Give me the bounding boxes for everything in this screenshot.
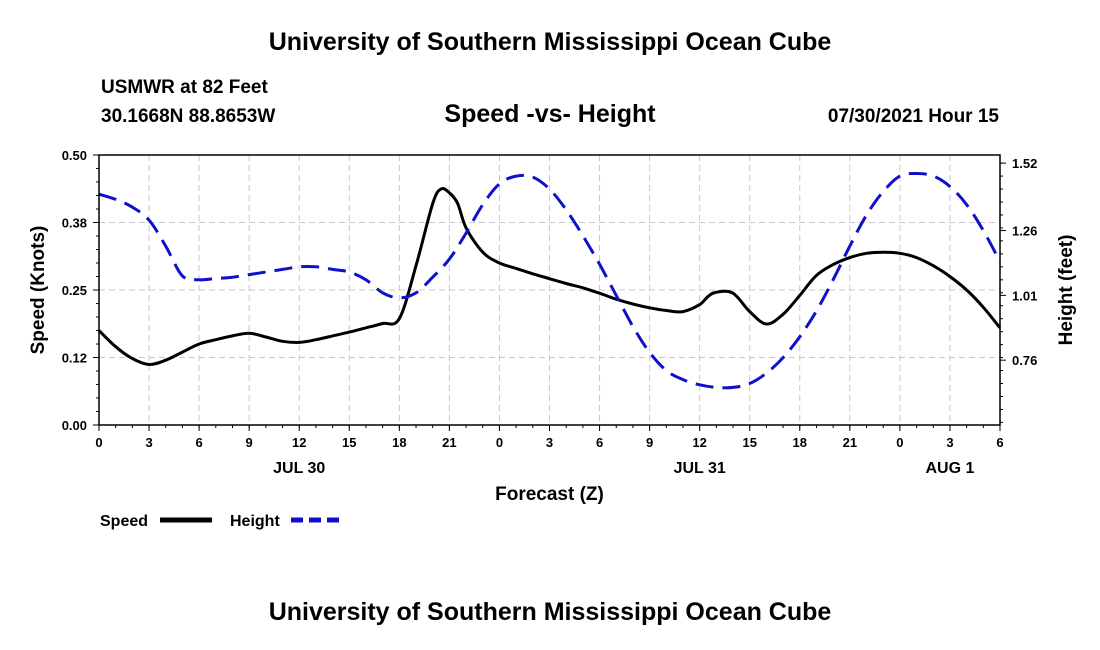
x-tick-label: 12 xyxy=(692,435,706,450)
x-tick-label: 21 xyxy=(843,435,857,450)
date-label: JUL 31 xyxy=(674,460,726,477)
y-tick-label-left: 0.38 xyxy=(62,216,87,231)
x-tick-label: 3 xyxy=(546,435,553,450)
x-axis-label: Forecast (Z) xyxy=(495,484,604,505)
y-tick-label-left: 0.25 xyxy=(62,283,87,298)
legend-label-speed: Speed xyxy=(100,513,148,530)
y-axis-label-right: Height (feet) xyxy=(1056,235,1077,346)
y-tick-label-left: 0.50 xyxy=(62,148,87,163)
y-axis-label-left: Speed (Knots) xyxy=(28,226,49,355)
chart-grid xyxy=(99,155,1000,425)
x-tick-label: 9 xyxy=(246,435,253,450)
axis-labels: 0 3 6 9 12 15 18 21 0 3 6 9 12 15 18 21 0 3 6 JUL 30 JUL 31 A… xyxy=(62,148,1038,477)
forecast-datetime: 07/30/2021 Hour 15 xyxy=(827,106,999,127)
legend-label-height: Height xyxy=(230,513,280,530)
station-coordinates: 30.1668N 88.8653W xyxy=(101,106,276,127)
x-tick-label: 15 xyxy=(742,435,756,450)
x-tick-label: 15 xyxy=(342,435,356,450)
y-tick-label-left: 0.12 xyxy=(62,351,87,366)
station-name: USMWR at 82 Feet xyxy=(101,77,268,98)
x-tick-label: 9 xyxy=(646,435,653,450)
x-tick-label: 6 xyxy=(596,435,603,450)
y-tick-label-left: 0.00 xyxy=(62,418,87,433)
date-label: AUG 1 xyxy=(925,460,974,477)
x-tick-label: 18 xyxy=(392,435,406,450)
x-tick-label: 6 xyxy=(195,435,202,450)
y-tick-label-right: 1.01 xyxy=(1012,288,1037,303)
y-tick-label-right: 0.76 xyxy=(1012,353,1037,368)
x-tick-label: 0 xyxy=(95,435,102,450)
chart-title: University of Southern Mississippi Ocean… xyxy=(268,28,832,56)
plot-frame xyxy=(98,154,1001,426)
date-label: JUL 30 xyxy=(273,460,325,477)
chart-legend: Speed Height xyxy=(100,513,343,530)
series-line-height xyxy=(98,171,1002,390)
x-tick-label: 21 xyxy=(442,435,456,450)
chart-subtitle: Speed -vs- Height xyxy=(444,100,656,128)
y-tick-label-right: 1.26 xyxy=(1012,224,1037,239)
x-tick-label: 0 xyxy=(496,435,503,450)
x-tick-label: 12 xyxy=(292,435,306,450)
x-tick-label: 6 xyxy=(996,435,1003,450)
y-tick-label-right: 1.52 xyxy=(1012,156,1037,171)
axis-ticks xyxy=(93,154,1006,431)
series-line-speed xyxy=(97,186,1002,367)
x-tick-label: 3 xyxy=(145,435,152,450)
chart-series xyxy=(97,171,1002,390)
x-tick-label: 18 xyxy=(793,435,807,450)
x-tick-label: 3 xyxy=(946,435,953,450)
footer-title: University of Southern Mississippi Ocean… xyxy=(268,598,832,626)
x-tick-label: 0 xyxy=(896,435,903,450)
